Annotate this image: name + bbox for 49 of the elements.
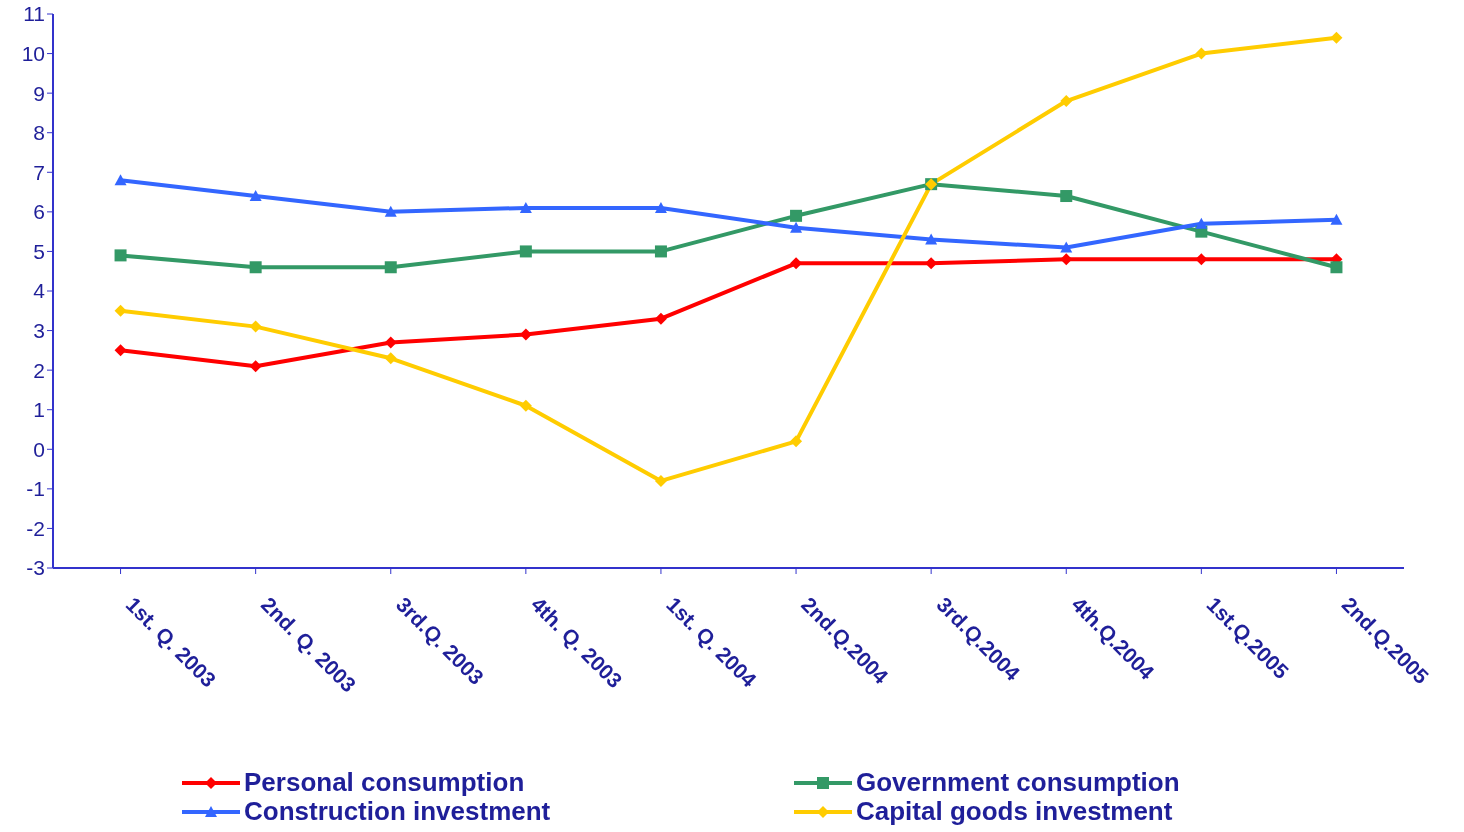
point <box>1330 261 1343 274</box>
legend-label: Government consumption <box>855 767 1181 797</box>
y-tick-label: 3 <box>33 319 45 343</box>
point <box>1330 31 1343 44</box>
point <box>114 249 127 262</box>
point <box>1195 217 1208 229</box>
point <box>384 261 397 274</box>
point <box>249 261 262 274</box>
point <box>114 344 127 357</box>
y-tick-label: -3 <box>26 556 45 580</box>
point <box>1195 47 1208 60</box>
y-tick-label: 7 <box>33 160 45 184</box>
point <box>654 201 667 213</box>
point <box>249 320 262 333</box>
y-tick-label: 8 <box>33 121 45 145</box>
point <box>249 190 262 202</box>
point <box>790 435 803 448</box>
y-tick-label: -1 <box>26 477 45 501</box>
y-tick-label: 4 <box>33 279 46 303</box>
y-tick-label: 9 <box>33 81 45 105</box>
point <box>654 474 667 487</box>
point <box>1060 190 1073 203</box>
point <box>790 221 803 233</box>
point <box>519 201 532 213</box>
point <box>519 399 532 412</box>
y-tick-label: 1 <box>33 398 45 422</box>
point <box>790 209 803 222</box>
point <box>384 352 397 365</box>
legend-label: Construction investment <box>243 796 552 826</box>
point <box>384 336 397 349</box>
point <box>925 233 938 245</box>
y-tick-label: 11 <box>23 2 45 26</box>
y-tick-label: 10 <box>21 42 45 66</box>
point <box>1060 95 1073 108</box>
point <box>114 174 127 186</box>
point <box>519 245 532 258</box>
point <box>654 245 667 258</box>
point <box>384 205 397 217</box>
legend-label: Personal consumption <box>243 767 526 797</box>
y-tick-label: -2 <box>26 516 45 540</box>
point <box>1060 241 1073 253</box>
y-tick-label: 2 <box>33 358 45 382</box>
y-tick-label: 5 <box>33 239 45 263</box>
y-tick-label: 6 <box>33 200 45 224</box>
point <box>1330 213 1343 225</box>
legend-label: Capital goods investment <box>855 796 1174 826</box>
point <box>114 304 127 317</box>
y-tick-label: 0 <box>33 437 45 461</box>
point <box>249 360 262 373</box>
